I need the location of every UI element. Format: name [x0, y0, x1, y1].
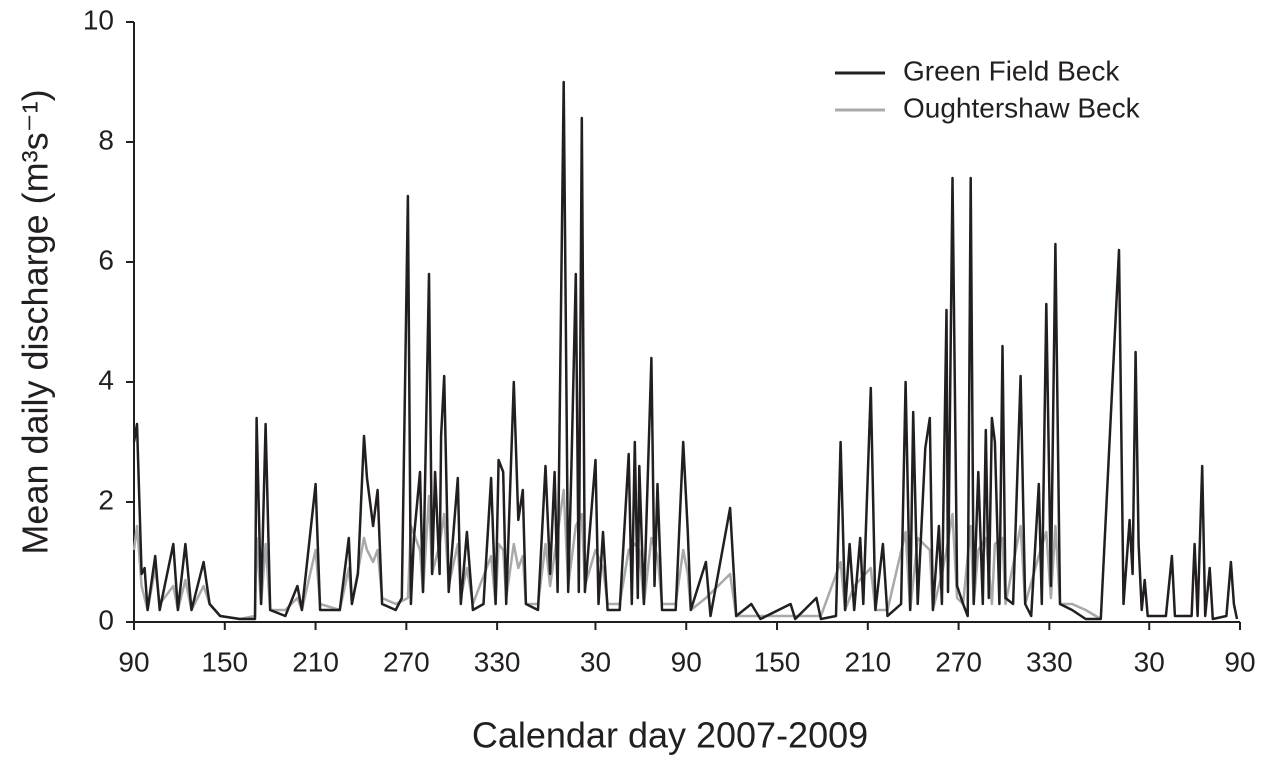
x-tick-label: 210	[844, 646, 891, 677]
y-tick-label: 8	[98, 124, 114, 155]
x-tick-label: 330	[1026, 646, 1073, 677]
y-tick-label: 6	[98, 244, 114, 275]
x-tick-label: 90	[1224, 646, 1255, 677]
x-tick-label: 30	[1134, 646, 1165, 677]
legend-label: Oughtershaw Beck	[903, 92, 1141, 123]
x-tick-label: 330	[474, 646, 521, 677]
y-tick-label: 2	[98, 484, 114, 515]
x-axis-label: Calendar day 2007-2009	[472, 715, 868, 756]
x-tick-label: 30	[580, 646, 611, 677]
x-tick-label: 150	[201, 646, 248, 677]
legend-label: Green Field Beck	[903, 55, 1120, 86]
x-tick-label: 90	[671, 646, 702, 677]
x-tick-label: 270	[935, 646, 982, 677]
x-tick-label: 270	[383, 646, 430, 677]
x-tick-label: 90	[118, 646, 149, 677]
x-tick-label: 210	[292, 646, 339, 677]
y-axis-label: Mean daily discharge (m³s⁻¹)	[15, 89, 56, 554]
y-tick-label: 10	[83, 4, 114, 35]
x-tick-label: 150	[754, 646, 801, 677]
series-line	[132, 80, 1239, 621]
y-tick-label: 0	[98, 604, 114, 635]
y-tick-label: 4	[98, 364, 114, 395]
